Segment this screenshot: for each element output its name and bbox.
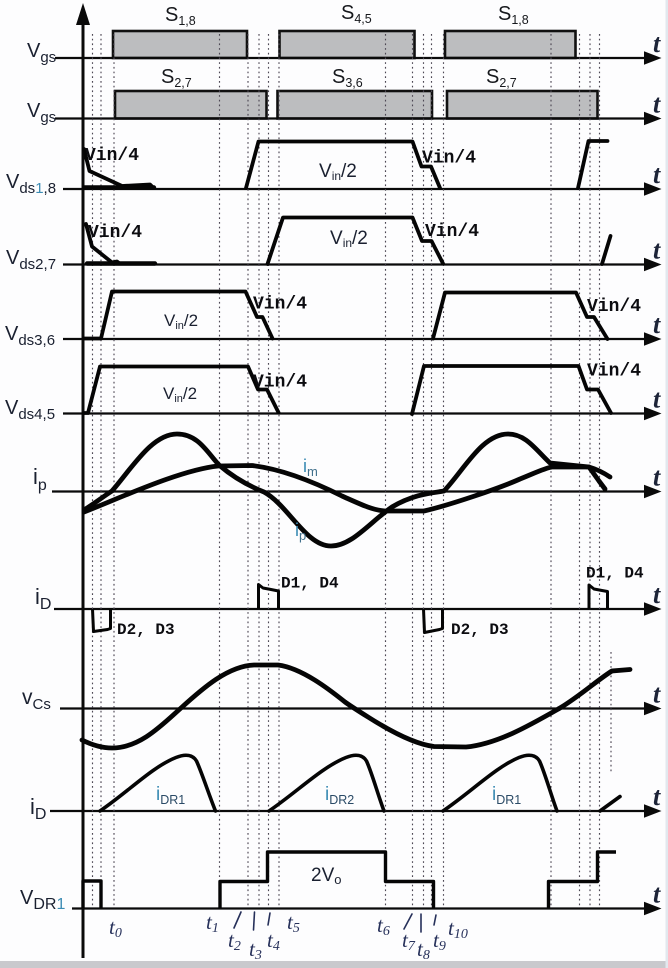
svg-text:Vin/2: Vin/2 <box>163 384 197 405</box>
svg-text:Vin/4: Vin/4 <box>587 297 641 317</box>
svg-text:2Vo: 2Vo <box>311 865 341 887</box>
svg-text:Vin/4: Vin/4 <box>253 295 307 315</box>
svg-text:t: t <box>653 680 661 709</box>
svg-text:D1, D4: D1, D4 <box>281 575 339 593</box>
svg-text:D2, D3: D2, D3 <box>451 621 509 639</box>
svg-text:t: t <box>653 463 661 492</box>
svg-text:D2, D3: D2, D3 <box>117 621 175 639</box>
svg-text:t: t <box>653 782 661 811</box>
svg-text:t: t <box>653 29 661 58</box>
svg-text:Vin/4: Vin/4 <box>425 222 479 242</box>
svg-text:t: t <box>653 160 661 189</box>
svg-text:ip: ip <box>295 520 306 543</box>
svg-text:t: t <box>653 385 661 414</box>
svg-text:t: t <box>653 90 661 119</box>
svg-text:Vin/4: Vin/4 <box>587 362 641 382</box>
svg-text:Vin/2: Vin/2 <box>164 311 198 332</box>
svg-text:Vin/2: Vin/2 <box>319 161 357 183</box>
svg-text:Vin/2: Vin/2 <box>330 228 368 250</box>
svg-text:Vin/4: Vin/4 <box>253 373 307 393</box>
svg-text:t: t <box>653 236 661 265</box>
svg-text:Vin/4: Vin/4 <box>88 223 142 243</box>
svg-text:t: t <box>653 580 661 609</box>
svg-text:t: t <box>653 880 661 909</box>
svg-text:Vin/4: Vin/4 <box>422 149 476 169</box>
svg-text:D1, D4: D1, D4 <box>586 565 644 583</box>
svg-text:t: t <box>653 310 661 339</box>
svg-text:Vin/4: Vin/4 <box>85 146 139 166</box>
svg-text:S4,5: S4,5 <box>341 2 372 26</box>
